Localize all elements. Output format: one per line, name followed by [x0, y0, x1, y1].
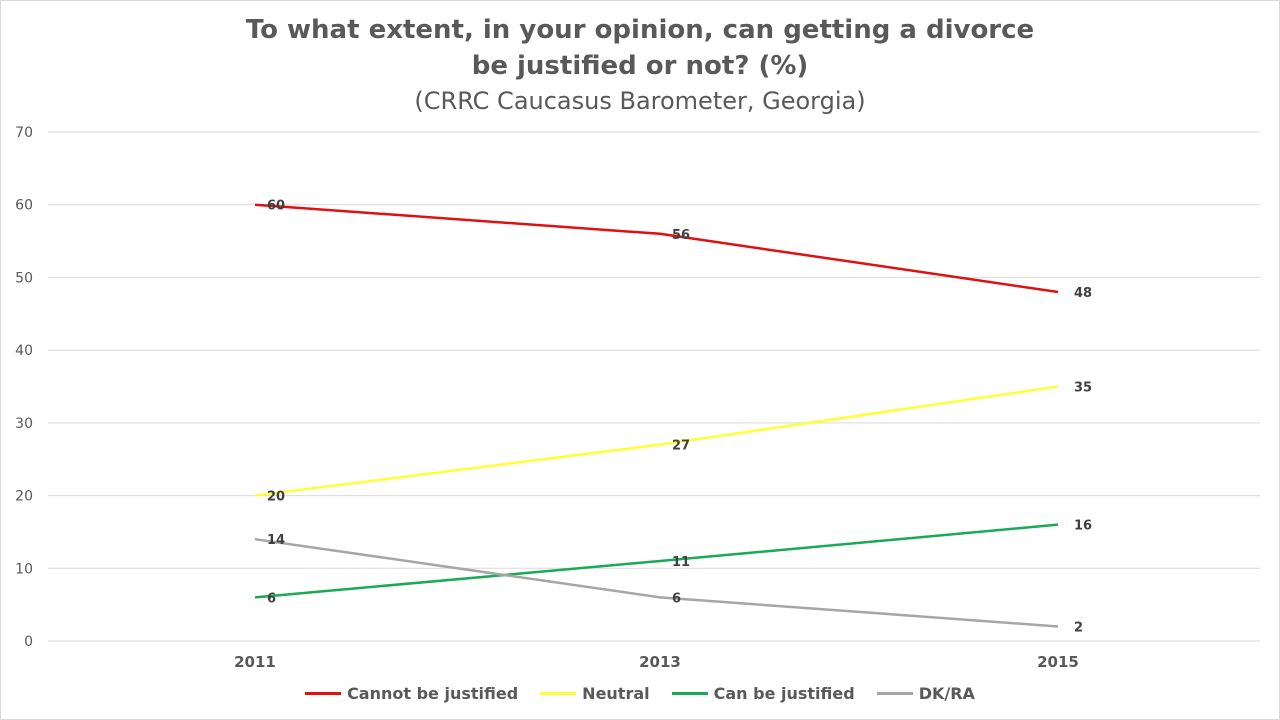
series-line-cannot-be-justified — [254, 203, 1059, 294]
chart-title-line-1: To what extent, in your opinion, can get… — [245, 15, 1035, 45]
data-label: 56 — [672, 228, 690, 243]
legend-label: Neutral — [582, 684, 650, 703]
y-tick-label: 0 — [24, 634, 33, 650]
x-tick-label: 2013 — [639, 653, 681, 671]
x-tick-label: 2011 — [234, 653, 276, 671]
y-tick-label: 30 — [15, 416, 33, 432]
data-label: 11 — [672, 555, 690, 570]
data-label: 35 — [1074, 381, 1092, 396]
legend-swatch — [876, 692, 913, 695]
data-label: 6 — [672, 591, 681, 606]
y-tick-label: 70 — [15, 125, 33, 141]
y-tick-label: 50 — [15, 270, 33, 286]
legend-swatch — [540, 692, 577, 695]
data-label: 2 — [1074, 620, 1083, 635]
data-label: 6 — [267, 591, 276, 606]
data-label: 60 — [267, 199, 285, 214]
chart-title-line-2: be justified or not? (%) — [471, 51, 809, 81]
chart-subtitle: (CRRC Caucasus Barometer, Georgia) — [414, 87, 866, 115]
y-tick-label: 60 — [15, 198, 33, 214]
legend-label: DK/RA — [918, 684, 975, 703]
data-label: 16 — [1074, 519, 1092, 534]
series-line-can-be-justified — [254, 523, 1059, 599]
data-label: 14 — [267, 533, 285, 548]
data-label: 27 — [672, 439, 690, 454]
legend-item: Neutral — [540, 684, 650, 703]
legend-swatch — [671, 692, 708, 695]
data-label: 20 — [267, 490, 285, 505]
y-tick-label: 40 — [15, 343, 33, 359]
legend-item: Can be justified — [671, 684, 855, 703]
chart-legend: Cannot be justified Neutral Can be justifi… — [0, 684, 1280, 703]
legend-label: Cannot be justified — [347, 684, 519, 703]
series-line-dk-ra — [254, 537, 1059, 628]
x-tick-label: 2015 — [1037, 653, 1079, 671]
legend-swatch — [305, 692, 342, 695]
legend-label: Can be justified — [713, 684, 855, 703]
series-line-neutral — [254, 385, 1059, 497]
y-tick-label: 10 — [15, 561, 33, 577]
data-label: 48 — [1074, 286, 1092, 301]
chart-title-block: To what extent, in your opinion, can get… — [0, 12, 1280, 118]
legend-item: DK/RA — [876, 684, 975, 703]
y-tick-label: 20 — [15, 489, 33, 505]
legend-item: Cannot be justified — [305, 684, 518, 703]
